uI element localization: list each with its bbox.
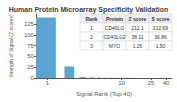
svg-text:75: 75 bbox=[27, 43, 34, 49]
svg-text:10: 10 bbox=[118, 80, 125, 86]
svg-text:50: 50 bbox=[27, 53, 34, 59]
svg-text:25: 25 bbox=[27, 64, 34, 70]
svg-text:212.69: 212.69 bbox=[153, 25, 169, 31]
svg-text:2: 2 bbox=[90, 34, 93, 40]
svg-text:Strength of Signal (Z scores): Strength of Signal (Z scores) bbox=[8, 14, 14, 78]
svg-text:25: 25 bbox=[148, 80, 155, 86]
svg-text:36.86: 36.86 bbox=[154, 34, 167, 40]
svg-text:3: 3 bbox=[90, 43, 93, 49]
svg-text:0: 0 bbox=[31, 75, 35, 81]
svg-text:CD40LG: CD40LG bbox=[105, 25, 125, 31]
svg-text:Protein: Protein bbox=[106, 16, 123, 22]
svg-text:100: 100 bbox=[24, 32, 35, 38]
svg-text:1.26: 1.26 bbox=[133, 43, 143, 49]
svg-text:125: 125 bbox=[24, 21, 35, 27]
svg-text:Signal Rank (Top 40): Signal Rank (Top 40) bbox=[76, 91, 132, 97]
svg-text:1: 1 bbox=[46, 80, 50, 86]
svg-text:Rank: Rank bbox=[85, 16, 97, 22]
svg-text:212.1: 212.1 bbox=[131, 25, 144, 31]
svg-text:1: 1 bbox=[90, 25, 93, 31]
svg-text:S score: S score bbox=[151, 16, 169, 22]
svg-text:CD40LG2: CD40LG2 bbox=[103, 34, 125, 40]
svg-text:38.11: 38.11 bbox=[131, 34, 143, 40]
svg-text:MYO: MYO bbox=[109, 43, 121, 49]
svg-text:Human Protein Microarray Speci: Human Protein Microarray Specificity Val… bbox=[9, 6, 169, 14]
svg-text:1.50: 1.50 bbox=[156, 43, 166, 49]
svg-text:40: 40 bbox=[163, 80, 170, 86]
svg-text:Z score: Z score bbox=[129, 16, 147, 22]
